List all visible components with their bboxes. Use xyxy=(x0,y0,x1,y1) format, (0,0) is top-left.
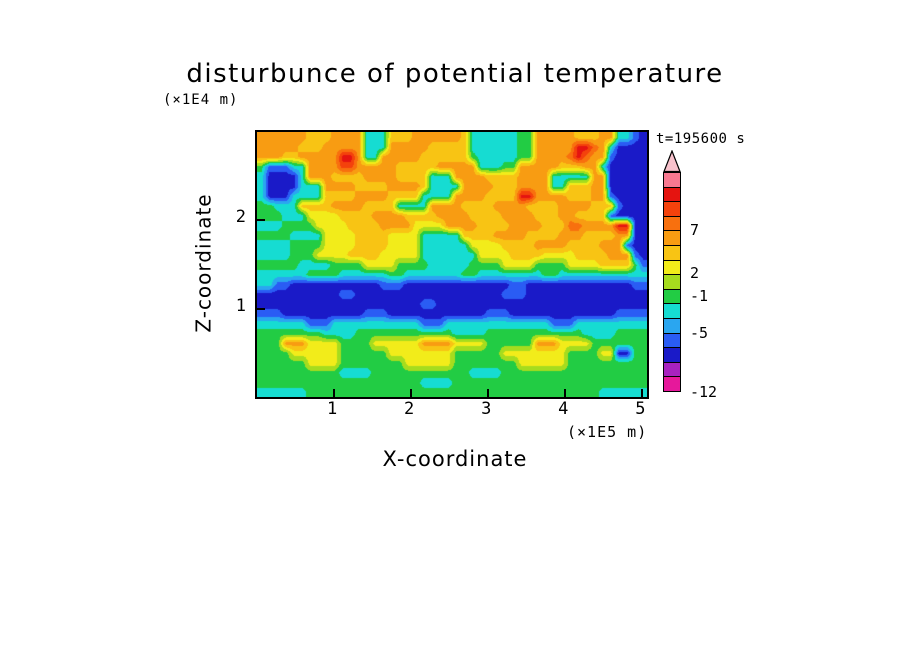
y-tick-mark xyxy=(257,307,265,310)
y-axis-unit: (×1E4 m) xyxy=(163,92,239,108)
colorbar-segment xyxy=(664,202,680,217)
chart-title: disturbunce of potential temperature xyxy=(186,59,724,89)
colorbar-segments xyxy=(663,172,681,392)
colorbar-label: -5 xyxy=(690,324,709,343)
colorbar-label: -1 xyxy=(690,287,709,306)
y-tick-label: 2 xyxy=(235,207,246,228)
colorbar-segment xyxy=(664,216,680,232)
heatmap-canvas xyxy=(257,132,647,397)
colorbar-segment xyxy=(664,289,680,305)
y-axis-label-text: Z-coordinate xyxy=(192,192,216,333)
colorbar-segment xyxy=(664,260,680,276)
colorbar-segment xyxy=(664,245,680,261)
time-annotation: t=195600 s xyxy=(656,131,746,147)
colorbar-label: 2 xyxy=(690,263,700,282)
colorbar-arrow-shape xyxy=(663,150,681,172)
colorbar-segment xyxy=(664,362,680,378)
colorbar-segment xyxy=(664,187,680,203)
colorbar-segment xyxy=(664,173,680,188)
colorbar-arrow-icon xyxy=(663,150,681,172)
y-axis-label: Z-coordinate xyxy=(186,130,222,395)
colorbar-label: -12 xyxy=(690,383,718,401)
colorbar-segment xyxy=(664,377,680,391)
x-axis-label: X-coordinate xyxy=(382,447,528,471)
x-axis-unit: (×1E5 m) xyxy=(567,423,648,441)
plot-area xyxy=(255,130,649,399)
x-tick-mark xyxy=(333,389,336,397)
x-tick-mark xyxy=(487,389,490,397)
colorbar-segment xyxy=(664,348,680,363)
colorbar xyxy=(663,150,681,392)
colorbar-segment xyxy=(664,318,680,334)
colorbar-segment xyxy=(664,275,680,290)
colorbar-label: 7 xyxy=(690,221,700,240)
x-tick-label: 2 xyxy=(404,399,415,419)
x-tick-label: 1 xyxy=(326,399,338,419)
y-tick-mark xyxy=(257,219,265,222)
x-tick-mark xyxy=(641,389,644,397)
x-tick-label: 5 xyxy=(635,399,646,419)
x-tick-mark xyxy=(410,389,413,397)
x-tick-mark xyxy=(564,389,567,397)
y-tick-label: 1 xyxy=(235,295,246,316)
colorbar-segment xyxy=(664,333,680,349)
x-tick-label: 4 xyxy=(558,399,569,419)
colorbar-segment xyxy=(664,231,680,246)
x-tick-label: 3 xyxy=(481,399,492,419)
colorbar-segment xyxy=(664,304,680,319)
